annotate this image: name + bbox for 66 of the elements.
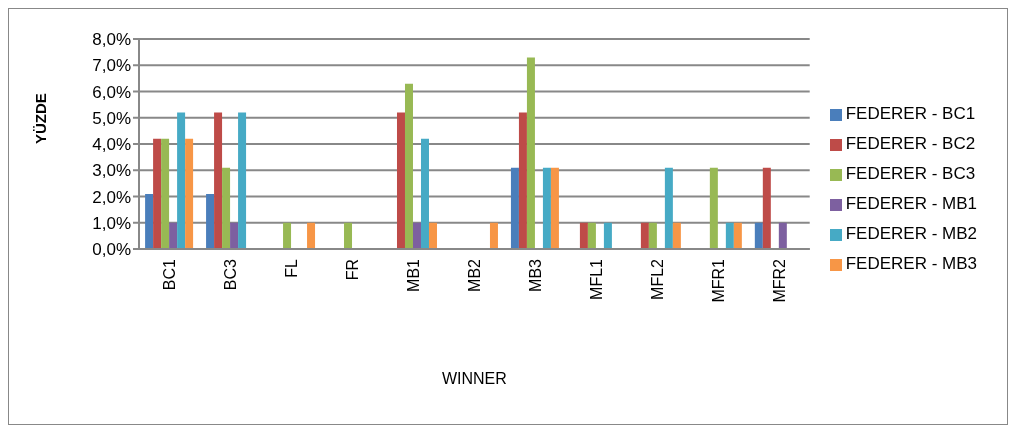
legend-label: FEDERER - MB1 (845, 194, 977, 213)
legend-label: FEDERER - MB3 (845, 254, 977, 273)
bar (664, 167, 673, 249)
bar (177, 112, 186, 249)
y-tick-label: 3,0% (92, 161, 131, 181)
y-tick-label: 8,0% (92, 30, 131, 50)
bar (344, 222, 353, 249)
x-tick-label: FR (343, 259, 361, 281)
bar (648, 222, 657, 249)
bar (145, 193, 154, 249)
bar (672, 222, 681, 249)
x-axis-title: WINNER (441, 370, 507, 387)
bar (153, 138, 162, 249)
legend-label: FEDERER - BC1 (845, 104, 976, 123)
y-tick-label: 5,0% (92, 108, 131, 128)
x-tick-label: MB1 (404, 258, 422, 292)
bar (420, 138, 429, 249)
bar (754, 222, 763, 249)
bar (489, 222, 498, 249)
y-tick-label: 7,0% (92, 56, 131, 76)
bar (709, 167, 718, 249)
x-tick-label: MB2 (465, 258, 483, 292)
bar (762, 167, 771, 249)
y-axis-title: YÜZDE (32, 93, 50, 144)
y-tick-label: 0,0% (92, 240, 131, 260)
bar (185, 138, 194, 249)
legend-label: FEDERER - BC3 (845, 164, 976, 183)
y-tick-label: 1,0% (92, 213, 131, 233)
bar (733, 222, 742, 249)
bar (412, 222, 421, 249)
bar (404, 83, 413, 249)
bar (214, 112, 223, 249)
bar (428, 222, 437, 249)
x-tick-label: MFL1 (587, 258, 605, 300)
bar (542, 167, 551, 249)
legend-label: FEDERER - BC2 (845, 134, 976, 153)
bar (230, 222, 239, 249)
bar (396, 112, 405, 249)
x-tick-label: BC1 (160, 258, 178, 291)
bar (510, 167, 519, 249)
x-tick-label: FL (282, 258, 300, 278)
bar (640, 222, 649, 249)
bar (283, 222, 292, 249)
y-tick-label: 4,0% (92, 135, 131, 155)
x-tick-label: MFL2 (648, 258, 666, 300)
bar (161, 138, 170, 249)
bar (778, 222, 787, 249)
bar (587, 222, 596, 249)
bar (169, 222, 178, 249)
bar (603, 222, 612, 249)
bar (222, 167, 231, 249)
legend-label: FEDERER - MB2 (845, 224, 977, 243)
bar (518, 112, 527, 249)
x-tick-label: MFR2 (770, 258, 788, 303)
x-tick-label: BC3 (221, 258, 239, 291)
bar (238, 112, 247, 249)
y-tick-label: 2,0% (92, 187, 131, 207)
bar (725, 222, 734, 249)
bar (307, 222, 316, 249)
bar (550, 167, 559, 249)
x-tick-label: MFR1 (709, 258, 727, 303)
bar (526, 57, 535, 249)
y-tick-label: 6,0% (92, 82, 131, 102)
x-tick-label: MB3 (526, 258, 544, 292)
bar (579, 222, 588, 249)
bar (206, 193, 215, 249)
